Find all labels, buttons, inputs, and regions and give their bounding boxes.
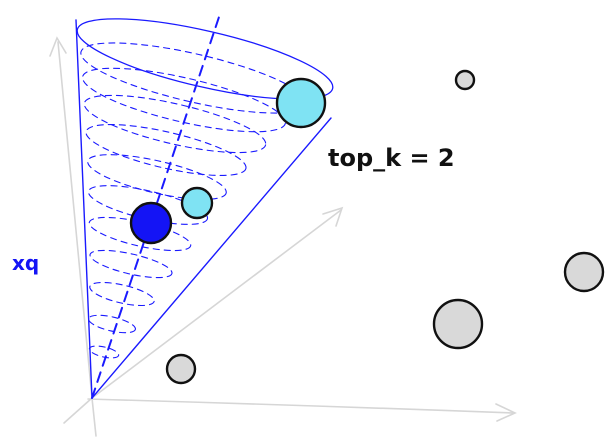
match-point-small — [180, 186, 214, 220]
z-axis-arrowhead — [322, 206, 344, 227]
query-vector-label: xq — [12, 251, 39, 275]
top-k-label: top_k = 2 — [328, 144, 455, 172]
z-axis — [91, 209, 342, 399]
x-axis-arrowhead — [495, 403, 517, 422]
cone-axis-dashed — [91, 13, 221, 399]
cone-dashed-slices — [80, 42, 308, 359]
y-axis — [57, 41, 93, 399]
cone-top-rim — [76, 18, 334, 100]
other-point-2 — [563, 251, 605, 293]
query-point — [129, 201, 173, 245]
other-point-3 — [432, 298, 484, 350]
x-axis — [87, 398, 514, 414]
axis-tail-down — [91, 397, 97, 437]
cone-left-edge — [75, 19, 93, 399]
similarity-cone — [75, 13, 334, 399]
other-point-1 — [454, 69, 476, 91]
cone-right-edge — [91, 117, 332, 399]
axes — [49, 36, 517, 437]
other-point-4 — [165, 353, 197, 385]
vector-points — [129, 69, 605, 385]
y-axis-arrowhead — [49, 36, 67, 57]
match-point-large — [275, 77, 327, 129]
axis-tail-left — [63, 397, 93, 424]
